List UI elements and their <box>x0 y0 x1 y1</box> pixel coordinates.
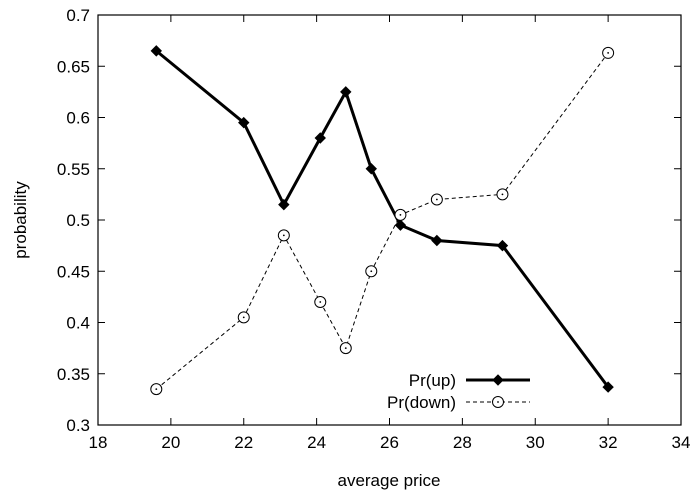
series-pr-down-point-center <box>607 52 610 54</box>
series-pr-down-point-center <box>501 193 504 196</box>
y-tick-label: 0.4 <box>66 314 90 333</box>
series-pr-down-point-center <box>370 270 373 273</box>
series-pr-down-point-center <box>319 301 322 303</box>
y-tick-label: 0.65 <box>57 57 90 76</box>
x-tick-label: 20 <box>161 433 180 452</box>
series-pr-up-line <box>155 49 610 388</box>
series-pr-down-point-center <box>155 388 158 391</box>
series-layer <box>150 45 615 396</box>
x-tick-label: 18 <box>89 433 108 452</box>
x-tick-label: 30 <box>526 433 545 452</box>
series-pr-up-point <box>150 45 163 57</box>
legend-marker-center <box>497 401 499 403</box>
x-axis-title: average price <box>337 471 440 490</box>
y-tick-label: 0.6 <box>66 109 90 128</box>
y-tick-label: 0.45 <box>57 262 90 281</box>
x-tick-label: 34 <box>672 433 691 452</box>
series-pr-down-point-center <box>344 347 347 350</box>
y-tick-label: 0.5 <box>66 211 90 230</box>
legend-marker <box>492 374 504 386</box>
x-tick-label: 26 <box>380 433 399 452</box>
series-pr-up-point <box>278 198 290 211</box>
y-tick-label: 0.35 <box>57 365 90 384</box>
series-pr-up <box>150 45 614 393</box>
legend-label: Pr(down) <box>387 393 456 412</box>
y-tick-label: 0.3 <box>66 416 90 435</box>
y-tick-label: 0.55 <box>57 160 90 179</box>
series-pr-up-point <box>496 239 509 252</box>
series-pr-up-point <box>314 132 326 144</box>
series-pr-down-point-center <box>242 316 245 319</box>
series-pr-up-point <box>394 219 407 231</box>
x-tick-label: 24 <box>307 433 326 452</box>
x-tick-label: 28 <box>453 433 472 452</box>
series-pr-up-point <box>238 116 250 129</box>
x-tick-label: 22 <box>234 433 253 452</box>
series-pr-up-point <box>602 381 614 393</box>
series-pr-down-line <box>155 52 609 390</box>
y-axis-title: probability <box>11 181 30 259</box>
series-pr-down-point-center <box>435 198 438 201</box>
series-pr-up-point <box>365 163 377 175</box>
x-axis: 18 20 22 24 26 28 30 32 34 <box>89 15 691 452</box>
y-tick-label: 0.7 <box>66 6 90 25</box>
legend-label: Pr(up) <box>409 371 456 390</box>
series-pr-down-point-center <box>399 213 402 216</box>
legend: Pr(up) Pr(down) <box>387 371 530 412</box>
series-pr-down <box>150 46 615 396</box>
series-pr-down-point-center <box>282 234 285 237</box>
y-axis: 0.3 0.35 0.4 0.45 0.5 0.55 0.6 0.65 0.7 <box>57 6 681 435</box>
x-tick-label: 32 <box>599 433 618 452</box>
series-pr-up-point <box>340 86 352 98</box>
series-pr-up-point <box>431 234 443 247</box>
